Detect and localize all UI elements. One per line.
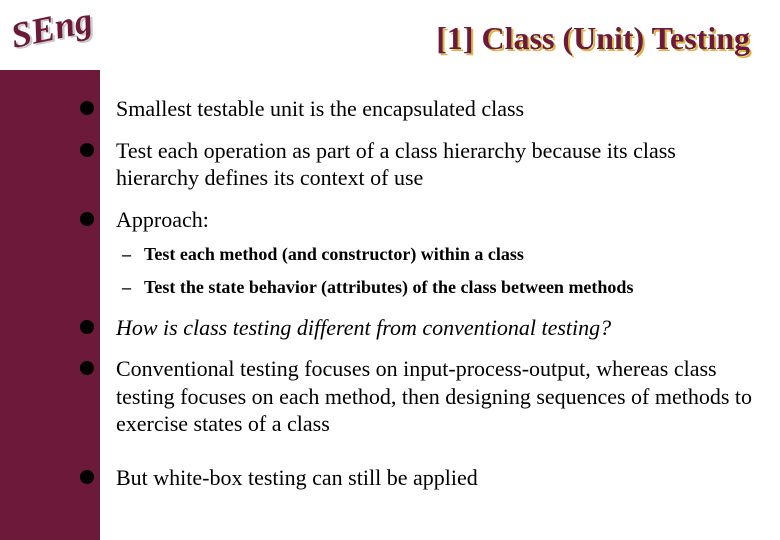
content-area: Smallest testable unit is the encapsulat… [80, 95, 760, 505]
bullet-text: How is class testing different from conv… [116, 315, 611, 340]
bullet-text: But white-box testing can still be appli… [116, 465, 478, 490]
bullet-list: Smallest testable unit is the encapsulat… [80, 95, 760, 491]
bullet-item: Approach: Test each method (and construct… [80, 206, 760, 300]
bullet-item: Test each operation as part of a class h… [80, 137, 760, 192]
bullet-text: Test each operation as part of a class h… [116, 138, 676, 191]
slide: SEng SEng [1] Class (Unit) Testing Small… [0, 0, 780, 540]
title-text: [1] Class (Unit) Testing [436, 20, 750, 56]
bullet-text: Approach: [116, 207, 209, 232]
sub-item: Test each method (and constructor) withi… [116, 243, 760, 266]
bullet-text: Smallest testable unit is the encapsulat… [116, 96, 524, 121]
bullet-item: But white-box testing can still be appli… [80, 464, 760, 492]
sub-list: Test each method (and constructor) withi… [116, 243, 760, 300]
slide-title: [1] Class (Unit) Testing [436, 20, 750, 57]
bullet-item: How is class testing different from conv… [80, 314, 760, 342]
bullet-item: Conventional testing focuses on input-pr… [80, 355, 760, 438]
bullet-item: Smallest testable unit is the encapsulat… [80, 95, 760, 123]
bullet-text: Conventional testing focuses on input-pr… [116, 356, 752, 436]
sub-item: Test the state behavior (attributes) of … [116, 276, 760, 299]
seng-logo: SEng SEng [10, 8, 120, 68]
